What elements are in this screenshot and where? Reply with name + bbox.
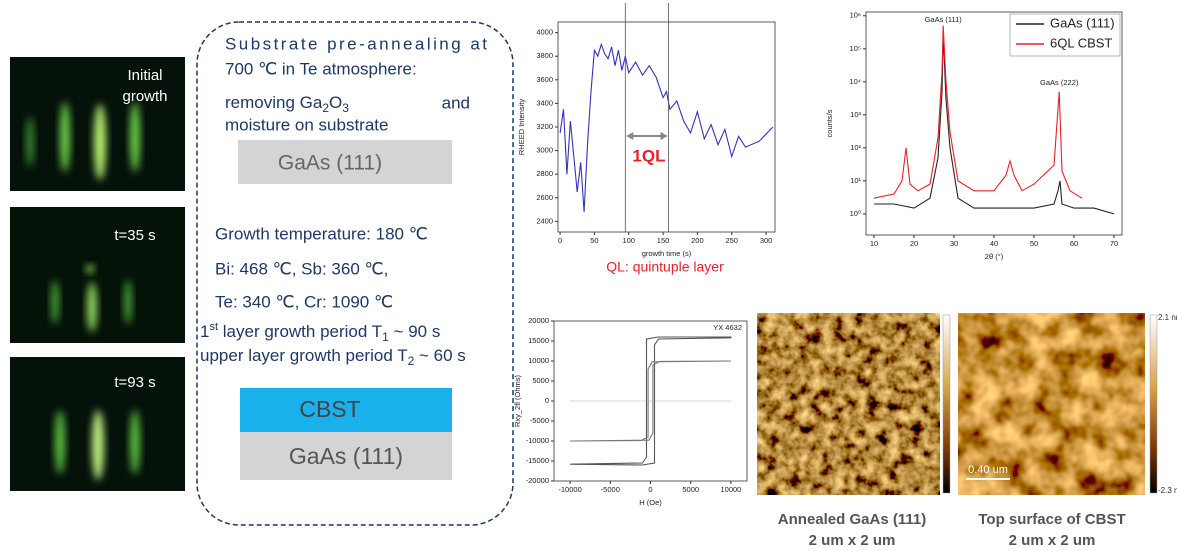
x-axis-label: H (Oe) (639, 498, 662, 507)
scale-label: 2.1 nm (1158, 313, 1177, 322)
y-tick-label: -20000 (526, 476, 549, 485)
peak-label: GaAs (111) (925, 15, 963, 24)
x-tick-label: 20 (910, 239, 918, 248)
y-tick-label: -5000 (530, 416, 549, 425)
process-text: upper layer growth period T2 ~ 60 s (200, 346, 466, 368)
color-bar (943, 315, 950, 493)
x-tick-label: 40 (990, 239, 998, 248)
y-tick-label: 2800 (536, 169, 553, 178)
x-tick-label: 50 (590, 236, 598, 245)
x-tick-label: -5000 (601, 485, 620, 494)
x-tick-label: -10000 (558, 485, 581, 494)
x-tick-label: 70 (1110, 239, 1118, 248)
x-axis-label: growth time (s) (642, 249, 692, 258)
scale-label: -2.3 nm (1158, 486, 1177, 495)
text-part: upper layer growth period T (200, 346, 408, 365)
y-tick-label: 5000 (532, 376, 549, 385)
superscript: st (209, 321, 218, 333)
y-tick-label: 10⁰ (850, 209, 861, 218)
caption: Annealed GaAs (111) (778, 511, 926, 528)
layer-label: CBST (299, 396, 360, 422)
text-part: 1 (200, 322, 209, 341)
y-tick-label: 0 (545, 396, 549, 405)
y-tick-label: 2400 (536, 216, 553, 225)
y-tick-label: -10000 (526, 436, 549, 445)
substrate-label: GaAs (111) (278, 152, 382, 175)
peak-label: GaAs (222) (1040, 78, 1079, 87)
y-tick-label: 3200 (536, 122, 553, 131)
y-tick-label: 15000 (528, 336, 549, 345)
x-tick-label: 0 (648, 485, 652, 494)
x-tick-label: 10000 (720, 485, 741, 494)
x-tick-label: 10 (870, 239, 878, 248)
sample-label: YX 4632 (713, 323, 742, 332)
x-tick-label: 150 (657, 236, 670, 245)
x-tick-label: 200 (691, 236, 704, 245)
y-axis-label: counts/s (825, 109, 834, 137)
x-tick-label: 250 (725, 236, 738, 245)
y-tick-label: -15000 (526, 456, 549, 465)
y-tick-label: 10¹ (850, 176, 861, 185)
y-tick-label: 10000 (528, 356, 549, 365)
x-tick-label: 30 (950, 239, 958, 248)
x-tick-label: 300 (760, 236, 773, 245)
text-part: O (329, 93, 342, 112)
y-axis-label: RHEED Intensity (517, 99, 526, 156)
process-text: 1st layer growth period T1 ~ 90 s (200, 321, 440, 344)
rheed-images (10, 57, 185, 491)
rheed-label: growth (122, 88, 167, 105)
caption: 2 um x 2 um (809, 532, 896, 549)
rheed-label: t=35 s (114, 227, 155, 244)
y-tick-label: 3400 (536, 98, 553, 107)
caption: 2 um x 2 um (1009, 532, 1096, 549)
slide: Initial growth t=35 s t=93 s Substrate p… (0, 0, 1177, 551)
y-tick-label: 10² (850, 143, 861, 152)
color-bar (1150, 315, 1157, 493)
y-tick-label: 3600 (536, 75, 553, 84)
process-text: moisture on substrate (225, 115, 388, 134)
x-axis-label: 2θ (°) (985, 252, 1004, 261)
text-part: ~ 60 s (414, 346, 466, 365)
y-tick-label: 2600 (536, 193, 553, 202)
legend-label: GaAs (111) (1050, 15, 1115, 30)
subscript: 3 (342, 101, 349, 115)
y-tick-label: 10⁶ (850, 11, 861, 20)
y-tick-label: 3800 (536, 51, 553, 60)
footnote: QL: quintuple layer (606, 259, 724, 275)
afm-image (757, 313, 940, 495)
text-part: removing Ga (225, 93, 323, 112)
x-tick-label: 100 (622, 236, 635, 245)
process-text: 700 ℃ in Te atmosphere: (225, 59, 417, 78)
x-tick-label: 0 (558, 236, 562, 245)
y-tick-label: 10⁴ (849, 77, 861, 86)
rheed-label: t=93 s (114, 374, 155, 391)
process-text: Substrate pre-annealing at (225, 34, 487, 53)
y-axis-label: Rxy_2fl (Ohms) (513, 374, 522, 427)
text-part: ~ 90 s (389, 322, 441, 341)
process-text: and (442, 93, 470, 112)
y-tick-label: 20000 (528, 316, 549, 325)
scale-label: 0.40 um (968, 464, 1008, 476)
ql-label: 1QL (632, 146, 665, 165)
rheed-label: Initial (127, 67, 162, 84)
text-part: layer growth period T (218, 322, 382, 341)
process-text: Bi: 468 ℃, Sb: 360 ℃, (215, 259, 388, 278)
legend-label: 6QL CBST (1050, 35, 1112, 50)
y-tick-label: 3000 (536, 146, 553, 155)
process-text: removing Ga2O3 (225, 93, 349, 115)
x-tick-label: 50 (1030, 239, 1038, 248)
y-tick-label: 4000 (536, 28, 553, 37)
process-text: Te: 340 ℃, Cr: 1090 ℃ (215, 292, 393, 311)
x-tick-label: 5000 (682, 485, 699, 494)
y-tick-label: 10⁵ (850, 44, 861, 53)
process-text: Growth temperature: 180 ℃ (215, 224, 428, 243)
layer-label: GaAs (111) (289, 443, 403, 469)
caption: Top surface of CBST (978, 511, 1125, 528)
y-tick-label: 10³ (850, 110, 861, 119)
x-tick-label: 60 (1070, 239, 1078, 248)
